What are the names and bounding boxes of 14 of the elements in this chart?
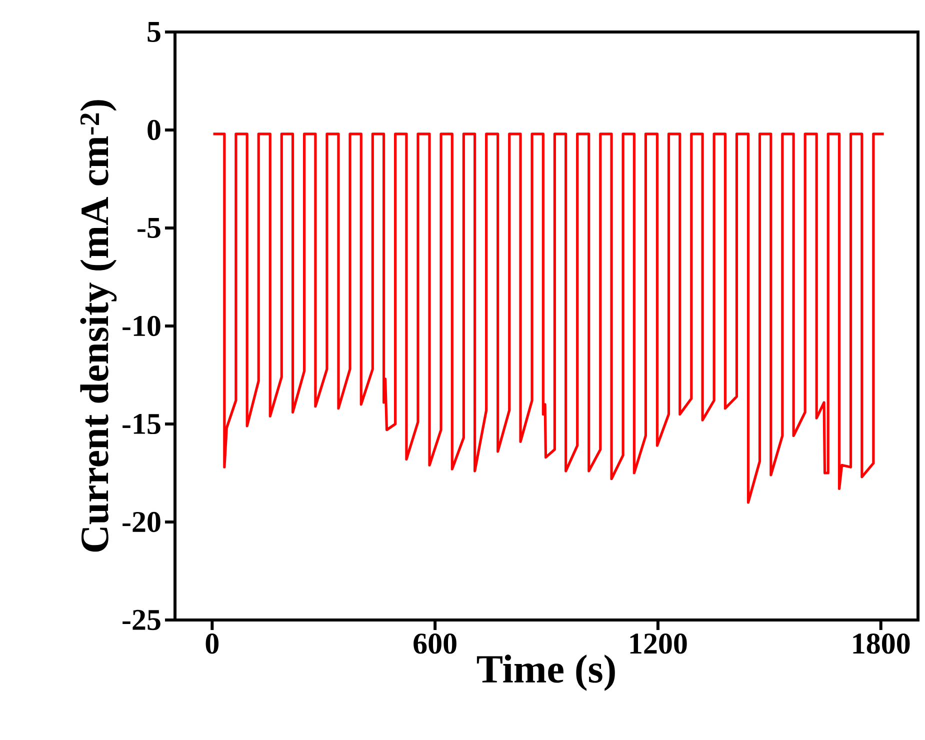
y-tick-label: -25 xyxy=(122,610,160,630)
y-axis-title: Current density (mA cm$^{-2}$) xyxy=(80,100,117,552)
x-tick-label: 1800 xyxy=(853,634,910,654)
x-tick-label: 600 xyxy=(414,634,456,654)
y-tick-label: -5 xyxy=(138,218,160,238)
y-tick-label: 0 xyxy=(148,120,160,140)
y-tick-label: -20 xyxy=(122,512,160,532)
line-series xyxy=(212,132,886,504)
x-tick-label: 1200 xyxy=(630,634,687,654)
x-tick-label: 0 xyxy=(206,634,219,654)
y-tick-label: -10 xyxy=(122,316,160,336)
x-axis-title: Time (s) xyxy=(476,654,615,691)
y-tick-label: -15 xyxy=(122,414,160,434)
y-tick-label: 5 xyxy=(148,22,160,42)
